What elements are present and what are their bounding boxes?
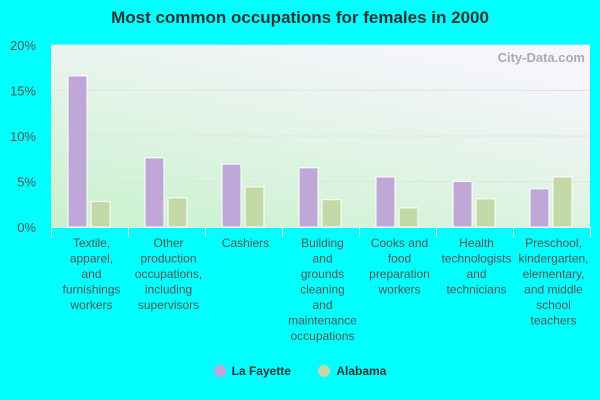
x-tick-label: kindergarten, [518,252,588,266]
x-tick-label: workers [69,298,112,312]
bar-la-fayette [67,75,88,228]
bar-alabama [321,199,342,228]
bar-alabama [552,176,573,228]
y-tick-label: 0% [17,220,36,235]
bar-la-fayette [529,188,550,228]
x-tick-label: maintenance [288,314,357,328]
x-tick-label: Textile, [73,236,110,250]
x-tick-label: preparation [369,267,430,281]
x-tick-label: food [388,252,411,266]
legend: La Fayette Alabama [0,364,600,378]
x-tick-label: Cooks and [371,236,428,250]
y-tick-label: 15% [10,84,36,99]
x-tick-label: technicians [446,283,506,297]
x-tick-label: Other [153,236,183,250]
x-tick-label: occupations, [135,267,202,281]
chart-title: Most common occupations for females in 2… [111,8,489,27]
bar-alabama [90,201,111,228]
x-tick-label: furnishings [62,283,120,297]
bar-la-fayette [452,181,473,228]
bar-la-fayette [144,157,165,228]
x-tick-label: and [312,298,332,312]
x-tick-label: including [145,283,192,297]
x-tick-label: grounds [301,267,344,281]
legend-label: Alabama [336,364,387,378]
x-tick-label: occupations [290,329,354,343]
x-tick-label: production [140,252,196,266]
x-tick-label: supervisors [138,298,199,312]
x-tick-label: elementary, [523,267,585,281]
bar-la-fayette [375,176,396,228]
bar-alabama [398,207,419,228]
bar-la-fayette [221,163,242,228]
legend-item-alabama: Alabama [318,364,386,378]
y-tick-label: 10% [10,129,36,144]
watermark: City-Data.com [498,50,585,65]
bar-alabama [244,186,265,228]
bar-alabama [167,197,188,228]
x-tick-label: and [312,252,332,266]
legend-swatch [213,365,226,377]
y-tick-label: 5% [17,175,36,190]
bar-la-fayette [298,167,319,228]
x-tick-label: and [466,267,486,281]
x-tick-label: and middle [524,283,583,297]
x-tick-label: school [536,298,571,312]
x-tick-label: cleaning [300,283,345,297]
x-tick-label: Health [459,236,494,250]
x-tick-label: and [81,267,101,281]
x-tick-label: Building [301,236,344,250]
legend-item-la-fayette: La Fayette [213,364,291,378]
legend-swatch [318,365,331,377]
legend-label: La Fayette [231,364,291,378]
x-tick-label: workers [377,283,420,297]
y-tick-label: 20% [10,38,36,53]
x-tick-label: Cashiers [222,236,269,250]
x-tick-label: teachers [530,314,576,328]
x-tick-label: apparel, [70,252,113,266]
x-tick-label: Preschool, [525,236,582,250]
bar-alabama [475,198,496,228]
x-tick-label: technologists [441,252,511,266]
